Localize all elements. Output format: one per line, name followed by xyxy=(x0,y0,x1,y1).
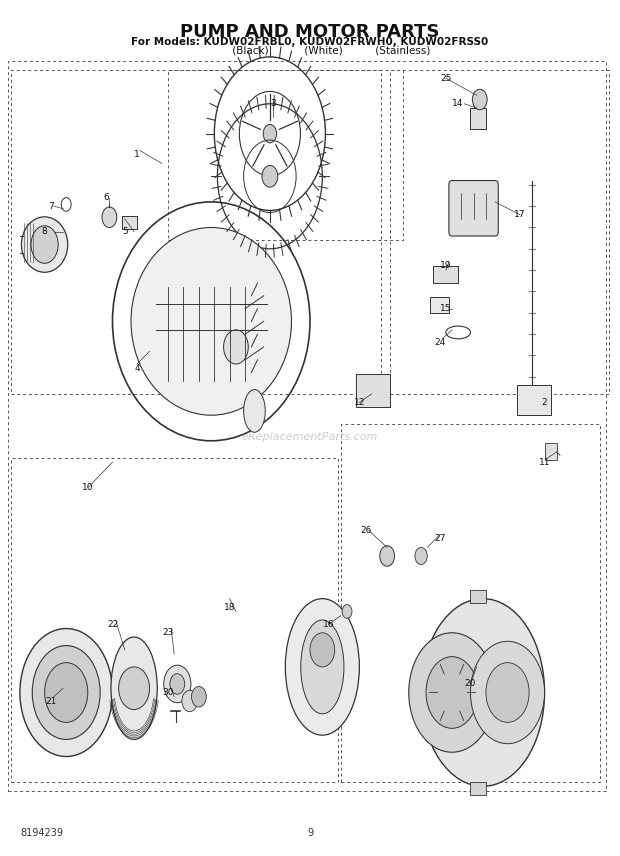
Ellipse shape xyxy=(301,620,344,714)
FancyBboxPatch shape xyxy=(449,181,498,236)
Ellipse shape xyxy=(421,598,544,787)
Text: 15: 15 xyxy=(440,304,451,313)
Ellipse shape xyxy=(244,389,265,432)
Circle shape xyxy=(471,641,544,744)
Text: 17: 17 xyxy=(514,211,526,219)
Bar xyxy=(433,266,458,283)
Circle shape xyxy=(170,674,185,694)
Ellipse shape xyxy=(285,598,360,735)
Text: 9: 9 xyxy=(307,829,313,838)
Circle shape xyxy=(472,89,487,110)
Text: 30: 30 xyxy=(162,688,174,697)
Circle shape xyxy=(164,665,191,703)
Circle shape xyxy=(262,165,278,187)
Text: 19: 19 xyxy=(440,261,451,270)
Text: 6: 6 xyxy=(104,193,109,202)
Bar xyxy=(471,590,486,603)
Bar xyxy=(356,374,390,407)
Text: 23: 23 xyxy=(162,628,174,637)
Bar xyxy=(122,217,137,229)
Text: 18: 18 xyxy=(224,603,236,612)
Text: 20: 20 xyxy=(465,680,476,688)
Text: 1: 1 xyxy=(135,151,140,159)
Ellipse shape xyxy=(22,217,68,272)
Circle shape xyxy=(264,124,277,143)
Text: 26: 26 xyxy=(360,526,371,535)
Circle shape xyxy=(342,604,352,618)
Text: 2: 2 xyxy=(542,398,547,407)
Circle shape xyxy=(20,628,112,757)
Text: (Black)           (White)          (Stainless): (Black) (White) (Stainless) xyxy=(190,46,430,56)
Text: 5: 5 xyxy=(122,227,128,236)
Text: 10: 10 xyxy=(82,484,94,492)
Circle shape xyxy=(486,663,529,722)
Text: 24: 24 xyxy=(434,338,445,348)
Text: 3: 3 xyxy=(270,99,276,108)
Circle shape xyxy=(32,645,100,740)
Bar xyxy=(544,443,557,461)
Text: 25: 25 xyxy=(440,74,451,83)
Circle shape xyxy=(45,663,88,722)
Circle shape xyxy=(426,657,478,728)
Text: 11: 11 xyxy=(539,458,551,467)
Text: 16: 16 xyxy=(323,620,334,629)
Bar xyxy=(430,297,449,312)
Text: For Models: KUDW02FRBL0, KUDW02FRWH0, KUDW02FRSS0: For Models: KUDW02FRBL0, KUDW02FRWH0, KU… xyxy=(131,38,489,47)
Ellipse shape xyxy=(131,228,291,415)
Text: 7: 7 xyxy=(48,202,54,211)
Bar xyxy=(471,782,486,795)
Circle shape xyxy=(224,330,248,364)
Text: 21: 21 xyxy=(45,697,56,705)
Text: PUMP AND MOTOR PARTS: PUMP AND MOTOR PARTS xyxy=(180,23,440,41)
Text: 4: 4 xyxy=(135,364,140,372)
Text: 12: 12 xyxy=(353,398,365,407)
Circle shape xyxy=(192,687,206,707)
Circle shape xyxy=(118,667,149,710)
Text: 22: 22 xyxy=(107,620,118,629)
Circle shape xyxy=(31,226,58,264)
Circle shape xyxy=(102,207,117,228)
Text: 27: 27 xyxy=(434,534,445,544)
Ellipse shape xyxy=(182,691,197,711)
Circle shape xyxy=(409,633,495,752)
Text: eReplacementParts.com: eReplacementParts.com xyxy=(242,431,378,442)
Circle shape xyxy=(415,548,427,564)
Ellipse shape xyxy=(111,637,157,740)
Circle shape xyxy=(379,546,394,566)
Text: 14: 14 xyxy=(453,99,464,108)
Bar xyxy=(516,385,551,415)
Bar xyxy=(471,108,486,129)
Text: 8194239: 8194239 xyxy=(20,829,63,838)
Text: 8: 8 xyxy=(42,227,48,236)
Circle shape xyxy=(310,633,335,667)
